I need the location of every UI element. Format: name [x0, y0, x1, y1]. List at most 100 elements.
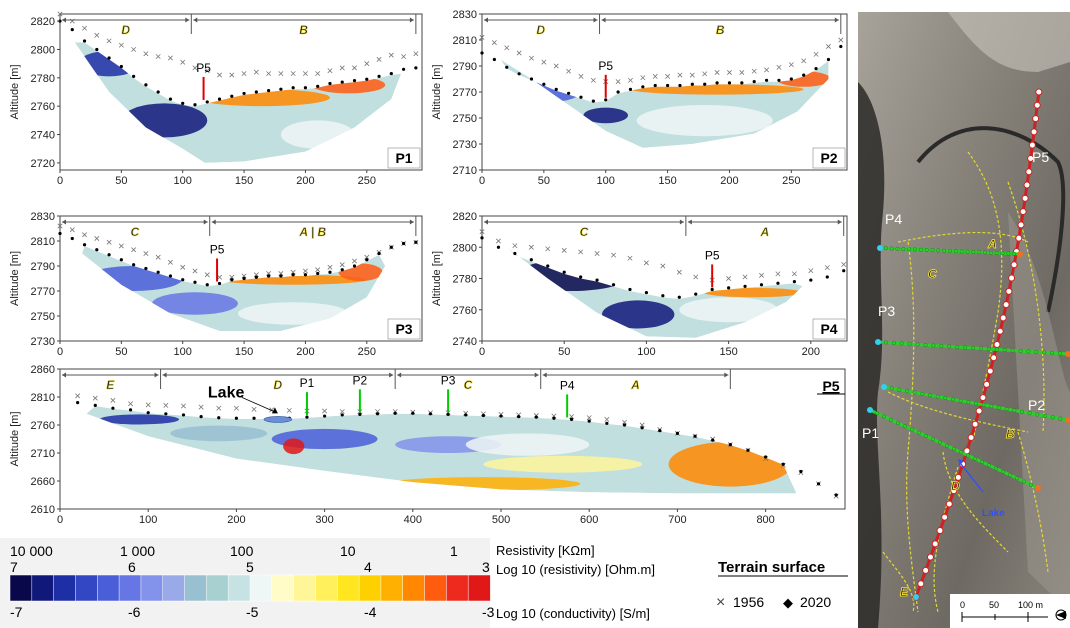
- electrode-p2-17: [1012, 408, 1017, 413]
- x-tick-label-p2-3: 150: [658, 175, 676, 187]
- point-2020-p3-24: [352, 264, 357, 268]
- legend-symbol-2020: ◆: [783, 595, 793, 610]
- lake-pointer: [241, 397, 277, 413]
- marker-label-p4-0: P5: [705, 248, 720, 262]
- point-2020-p1-3: [95, 47, 99, 52]
- point-1956-p4-2: [512, 243, 518, 249]
- point-2020-p1-6: [132, 74, 136, 78]
- colorbar-swatch-3: [75, 574, 98, 602]
- x-tick-label-p3-1: 50: [115, 346, 127, 358]
- segment-arrow-r-p5-0: [154, 372, 159, 378]
- electrode-p1-3: [889, 417, 894, 422]
- colorbar: 10 000 1 000 100 10 1 7 6 5 4 3 -7 -6 -5 -4 -3 Resistiv…: [0, 538, 655, 628]
- log-res-tick-4: 3: [482, 559, 490, 575]
- point-1956-p5-1: [92, 395, 98, 401]
- point-2020-p5-36: [711, 438, 715, 442]
- point-1956-p5-28: [569, 414, 575, 420]
- map-labels: P4 P3 P1 P2 P5 A C B D E Lake: [862, 149, 1049, 599]
- endpoint-p3-start: [875, 339, 881, 345]
- electrode-p3-4: [907, 342, 912, 347]
- colorbar-swatch-19: [424, 574, 448, 602]
- y-tick-label-p3-5: 2830: [31, 211, 55, 223]
- electrode-p5-29: [1019, 208, 1027, 216]
- point-2020-p4-8: [611, 283, 616, 287]
- electrode-p2-12: [973, 401, 978, 406]
- electrode-p1-1: [875, 411, 880, 416]
- endpoint-p4-start: [877, 245, 883, 251]
- segment-label-p2-1: B: [716, 23, 725, 37]
- y-tick-label-p4-2: 2780: [453, 274, 477, 286]
- electrode-p2-14: [989, 404, 994, 409]
- electrode-p4-13: [953, 249, 958, 254]
- y-axis-label-p3: Altitude [m]: [9, 251, 21, 306]
- point-2020-p1-1: [70, 28, 74, 32]
- electrode-p2-16: [1004, 407, 1009, 412]
- endpoint-p3-end: [1065, 351, 1070, 357]
- point-1956-p4-17: [759, 272, 764, 278]
- point-1956-p1-15: [241, 71, 247, 77]
- point-1956-p2-9: [590, 77, 596, 83]
- y-tick-label-p3-2: 2770: [31, 286, 55, 298]
- point-1956-p2-12: [627, 77, 633, 83]
- point-1956-p2-28: [825, 44, 831, 49]
- point-1956-p3-4: [106, 239, 112, 245]
- segment-arrow-l-p5-0: [62, 372, 66, 378]
- point-2020-p4-10: [644, 290, 649, 295]
- point-2020-p5-1: [93, 403, 97, 407]
- x-tick-label-p3-3: 150: [235, 346, 253, 358]
- segment-arrow-l-p3-0: [62, 219, 66, 225]
- point-1956-p2-0: [479, 34, 485, 40]
- point-1956-p5-0: [75, 393, 81, 399]
- y-tick-label-p1-1: 2740: [31, 130, 55, 142]
- y-tick-label-p1-4: 2800: [31, 44, 55, 56]
- point-2020-p1-17: [267, 88, 271, 93]
- colorbar-swatch-6: [140, 574, 164, 602]
- point-1956-p4-9: [627, 255, 633, 261]
- segment-arrow-l-p1-0: [62, 17, 66, 23]
- point-2020-p5-2: [111, 406, 115, 410]
- point-2020-p2-13: [641, 85, 645, 89]
- legend-label-1956: 1956: [733, 594, 764, 610]
- electrode-p2-21: [1042, 413, 1047, 418]
- endpoint-p1-start: [867, 407, 873, 413]
- segment-label-p1-1: B: [299, 23, 308, 37]
- point-2020-p1-18: [279, 87, 283, 91]
- electrode-p1-10: [937, 440, 942, 445]
- x-tick-label-p5-3: 300: [315, 514, 333, 526]
- surface-1956-p5: [75, 393, 839, 499]
- point-1956-p2-7: [566, 68, 572, 74]
- point-1956-p3-25: [364, 254, 370, 260]
- point-1956-p3-10: [180, 264, 186, 270]
- x-tick-label-p5-7: 700: [668, 514, 686, 526]
- colorbar-swatch-8: [184, 574, 208, 602]
- point-1956-p2-3: [516, 50, 522, 56]
- point-2020-p2-19: [715, 81, 719, 85]
- resistivity-tick-4: 1: [450, 543, 458, 559]
- point-2020-p4-14: [710, 287, 714, 292]
- x-tick-label-p4-2: 100: [637, 346, 655, 358]
- chart-p2: D B P5 0 50 100 150 200 250 2710 2730 2750 2770 2790 2…: [431, 9, 848, 187]
- section-blob-p5-8: [283, 438, 305, 455]
- electrode-p3-17: [1010, 348, 1015, 353]
- point-2020-p4-20: [809, 278, 813, 282]
- profile-label-box-p3: [387, 318, 421, 340]
- x-tick-label-p5-1: 100: [139, 514, 157, 526]
- profile-label-p2: P2: [820, 150, 837, 166]
- electrode-p3-9: [947, 344, 952, 349]
- endpoint-p5-start: [913, 594, 919, 600]
- point-2020-p2-5: [542, 82, 546, 86]
- y-tick-label-p3-3: 2790: [31, 261, 55, 273]
- electrode-p2-19: [1027, 411, 1032, 416]
- chart-p5: E D C A P1 P2 P3 P4 Lake 0 100 200 300 400 500 600 700 80…: [9, 364, 846, 526]
- point-2020-p3-11: [193, 280, 197, 284]
- point-2020-p4-13: [694, 292, 698, 296]
- point-1956-p4-19: [791, 271, 797, 277]
- zone-line-1: [906, 241, 919, 613]
- surface-2020-p2: [480, 44, 843, 103]
- log-cond-tick-3: -4: [364, 604, 377, 620]
- x-tick-label-p1-2: 100: [174, 175, 192, 187]
- x-tick-label-p1-3: 150: [235, 175, 253, 187]
- colorbar-swatch-11: [249, 574, 273, 602]
- electrode-p1-15: [972, 456, 977, 461]
- point-1956-p1-3: [94, 32, 100, 38]
